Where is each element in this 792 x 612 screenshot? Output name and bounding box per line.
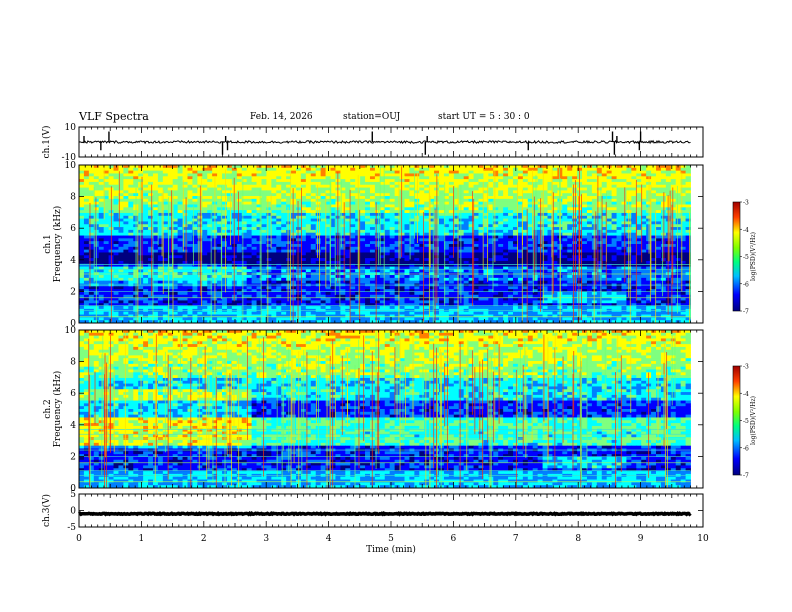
x-tick-label: 8 [575,534,581,544]
ch1-spectrogram-axes: 0 2 4 6 8 10 ch.1 Frequency (kHz) [43,161,704,329]
y-tick-label: 6 [70,389,76,399]
colorbar-tick-label: -7 [743,473,749,480]
colorbar-tick-label: -3 [743,364,749,371]
x-tick-label: 0 [76,534,82,544]
y-tick-label: 5 [70,490,76,500]
colorbar-tick-label: -4 [743,391,749,398]
x-axis-label: Time (min) [366,544,416,555]
y-tick-label: 8 [70,193,76,203]
y-tick-label: 0 [70,319,76,329]
x-tick-label: 5 [388,534,394,544]
y-tick-label: -5 [67,523,76,533]
chart-title: VLF Spectra [79,110,149,123]
colorbar-label: log(PSD)(V²/Hz) [750,232,757,281]
y-tick-label: 10 [65,326,77,336]
y-tick-label: -10 [62,153,77,163]
y-tick-label: 10 [65,123,77,133]
x-tick-label: 10 [697,534,709,544]
y-tick-label: 6 [70,224,76,234]
colorbar-tick-label: -7 [743,309,749,316]
x-tick-label: 3 [263,534,269,544]
y-tick-label: 8 [70,358,76,368]
y-tick-label: 4 [70,256,76,266]
colorbar-tick-label: -3 [743,200,749,207]
y-tick-label: 2 [70,452,76,462]
colorbar-tick-label: -6 [743,445,749,452]
y-tick-label: 0 [70,484,76,494]
colorbar-tick-label: -4 [743,227,749,234]
x-tick-label: 1 [139,534,145,544]
ch2-spectrogram-axes: 0 2 4 6 8 10 ch.2 Frequency (kHz) [43,326,704,494]
x-tick-label: 7 [513,534,519,544]
station-label: station=OUJ [343,112,401,122]
colorbar-2: -3 -4 -5 -6 -7 log(PSD)(V²/Hz) [732,364,757,480]
ch1-waveform-axes: 10 -10 ch.1(V) [41,123,704,163]
y-tick-label: 2 [70,287,76,297]
colorbar-1: -3 -4 -5 -6 -7 log(PSD)(V²/Hz) [732,200,757,316]
ch3-waveform [77,510,692,517]
x-tick-label: 6 [451,534,457,544]
colorbar-tick-label: -6 [743,281,749,288]
y-tick-label: 0 [70,507,76,517]
y-tick-label: 10 [65,161,77,171]
ch1-waveform [78,131,691,155]
x-tick-label: 2 [201,534,207,544]
ch2-spectrogram [79,330,691,489]
y-axis-label: ch.1 [43,234,53,253]
start-time-label: start UT = 5 : 30 : 0 [438,112,530,122]
date-label: Feb. 14, 2026 [250,112,313,122]
ch1-spectrogram [79,165,691,324]
colorbar-label: log(PSD)(V²/Hz) [750,396,757,445]
y-axis-label: ch.1(V) [41,126,52,159]
y-axis-label: Frequency (kHz) [52,371,63,448]
y-axis-label: ch.2 [43,399,53,418]
y-tick-label: 4 [70,421,76,431]
y-axis-label: Frequency (kHz) [52,206,63,283]
colorbar-tick-label: -5 [743,418,749,425]
x-tick-label: 9 [638,534,644,544]
x-tick-label: 4 [326,534,332,544]
colorbar-tick-label: -5 [743,254,749,261]
y-axis-label: ch.3(V) [41,494,52,527]
